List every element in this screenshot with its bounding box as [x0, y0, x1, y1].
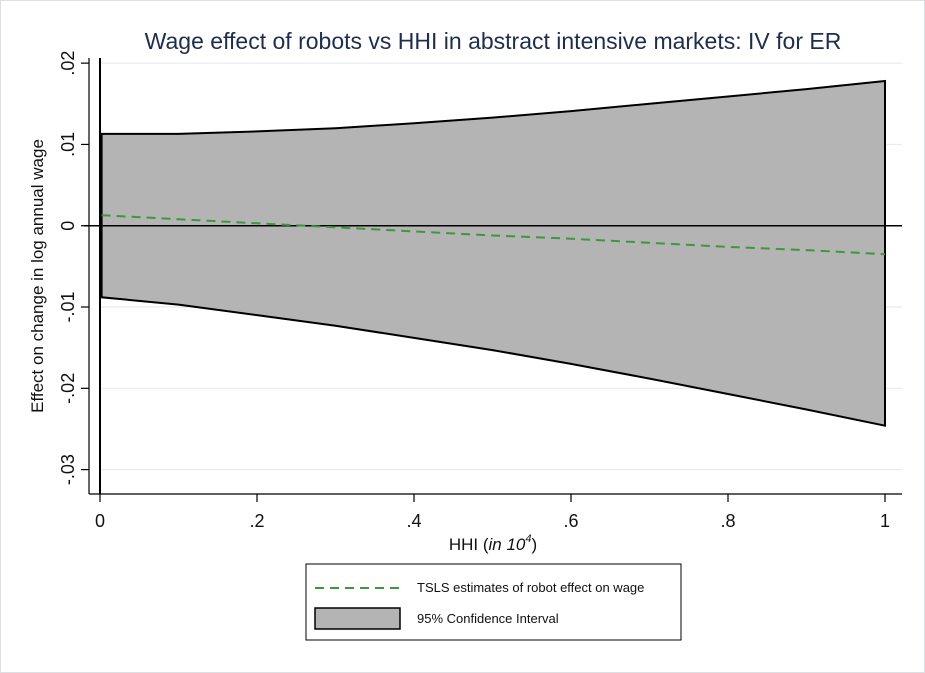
legend-ci-swatch: [314, 607, 401, 630]
legend-ci-label: 95% Confidence Interval: [417, 611, 559, 626]
x-tick-label: 1: [880, 511, 890, 531]
y-tick-label: -.02: [58, 373, 78, 404]
x-tick-label: .8: [720, 511, 735, 531]
x-axis-label-prefix: HHI (: [449, 535, 489, 554]
x-axis-label-suffix: ): [532, 535, 538, 554]
legend-estimate-label: TSLS estimates of robot effect on wage: [417, 580, 644, 595]
y-tick-label: .02: [58, 51, 78, 76]
legend: TSLS estimates of robot effect on wage 9…: [305, 563, 682, 641]
y-tick-label: .01: [58, 132, 78, 157]
y-tick-label: 0: [58, 221, 78, 231]
x-axis-label: HHI (in 104): [449, 533, 537, 554]
y-tick-label: -.01: [58, 291, 78, 322]
axes: [88, 58, 902, 495]
x-axis-ticks: 0 .2 .4 .6 .8 1: [95, 494, 890, 531]
chart-title: Wage effect of robots vs HHI in abstract…: [145, 28, 842, 54]
x-tick-label: .6: [563, 511, 578, 531]
x-axis-label-italic: in 10: [489, 535, 526, 554]
y-tick-label: -.03: [58, 454, 78, 485]
x-axis-label-superscript: 4: [525, 533, 531, 545]
x-tick-label: .2: [249, 511, 264, 531]
tsls-estimate-line: [101, 214, 886, 256]
confidence-interval-band: [100, 79, 886, 427]
y-axis-label: Effect on change in log annual wage: [28, 139, 47, 413]
x-tick-label: 0: [95, 511, 105, 531]
x-tick-label: .4: [406, 511, 421, 531]
y-axis-ticks: -.03 -.02 -.01 0 .01 .02: [58, 51, 89, 485]
